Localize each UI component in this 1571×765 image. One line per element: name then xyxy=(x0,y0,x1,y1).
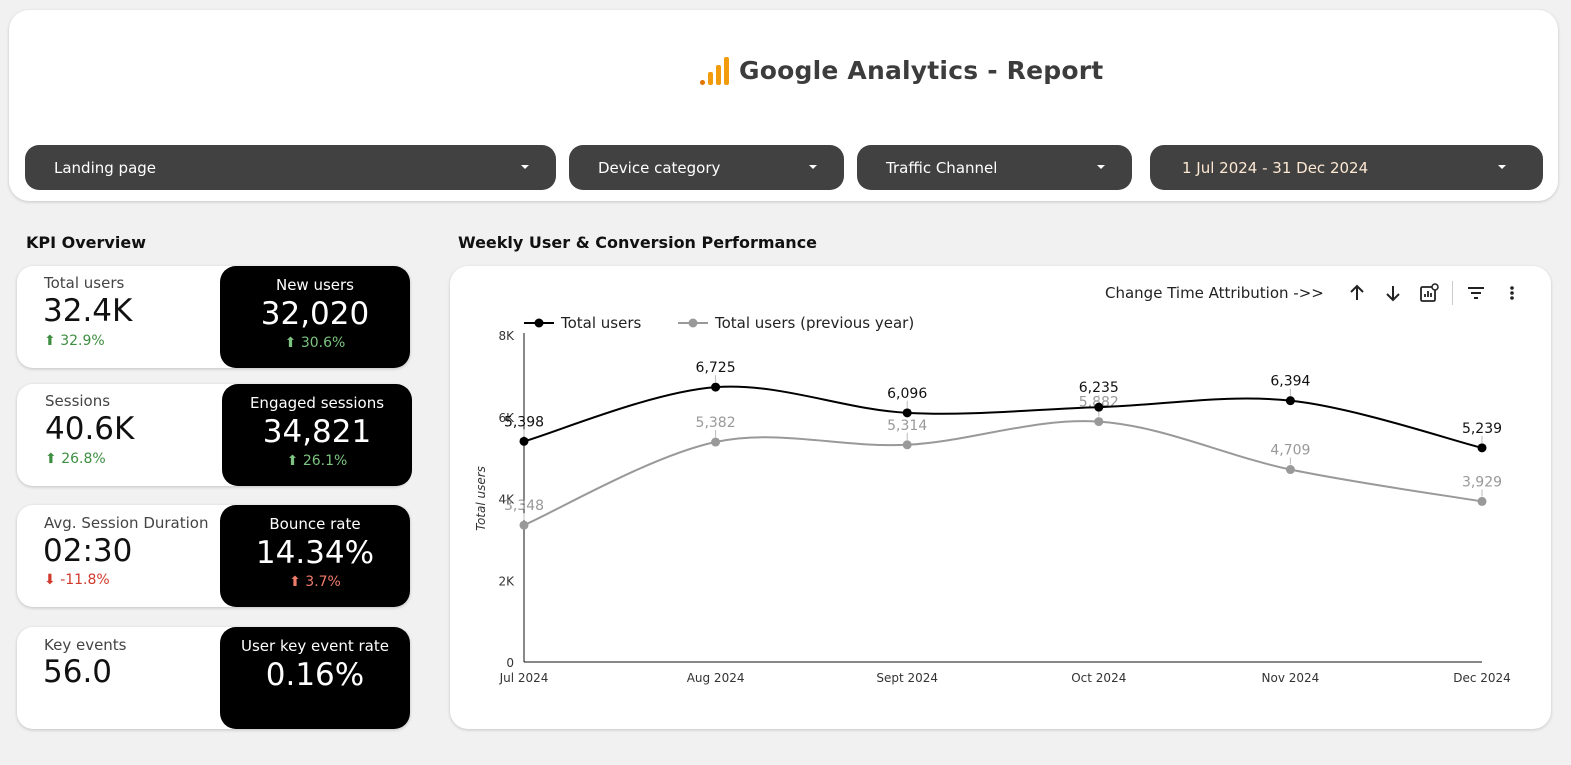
kpi-overview-title: KPI Overview xyxy=(26,233,146,252)
page-title: Google Analytics - Report xyxy=(739,56,1104,85)
trend-down-icon: ⬇ xyxy=(44,572,56,588)
device-category-filter[interactable]: Device category xyxy=(569,145,844,190)
dropdown-caret-icon xyxy=(1097,165,1105,169)
more-vert-icon[interactable] xyxy=(1499,283,1525,303)
change-time-attribution-label[interactable]: Change Time Attribution ->> xyxy=(1105,284,1324,302)
kpi-delta: ⬆ 32.9% xyxy=(44,333,105,349)
kpi-value: 02:30 xyxy=(43,533,133,569)
kpi-value: 56.0 xyxy=(43,654,113,690)
chart-toolbar: Change Time Attribution ->> xyxy=(1105,281,1525,305)
trend-up-icon: ⬆ xyxy=(45,451,57,467)
trend-up-icon: ⬆ xyxy=(289,574,301,590)
kpi-value: 32,020 xyxy=(260,296,370,332)
kpi-card-user-key-event-rate: User key event rate 0.16% xyxy=(220,627,410,729)
chart-section-title: Weekly User & Conversion Performance xyxy=(458,233,818,252)
kpi-value: 0.16% xyxy=(265,657,365,693)
arrow-up-icon[interactable] xyxy=(1344,283,1370,303)
date-range-filter[interactable]: 1 Jul 2024 - 31 Dec 2024 xyxy=(1150,145,1543,190)
kpi-value: 34,821 xyxy=(262,414,372,450)
filter-label: Traffic Channel xyxy=(886,158,998,177)
kpi-label: User key event rate xyxy=(241,637,389,655)
toolbar-divider xyxy=(1451,281,1453,305)
arrow-down-icon[interactable] xyxy=(1380,283,1406,303)
report-title-group: Google Analytics - Report xyxy=(700,56,1103,85)
chart-settings-icon[interactable] xyxy=(1416,283,1442,303)
google-analytics-logo-icon xyxy=(700,56,729,85)
chart-card xyxy=(450,266,1551,729)
kpi-label: Sessions xyxy=(45,392,111,410)
kpi-label: Engaged sessions xyxy=(249,394,385,412)
kpi-label: Total users xyxy=(44,274,125,292)
filter-label: Device category xyxy=(598,158,721,177)
dropdown-caret-icon xyxy=(521,165,529,169)
landing-page-filter[interactable]: Landing page xyxy=(25,145,556,190)
trend-up-icon: ⬆ xyxy=(284,335,297,351)
trend-up-icon: ⬆ xyxy=(44,333,56,349)
kpi-label: Bounce rate xyxy=(269,515,361,533)
kpi-delta: ⬆ 30.6% xyxy=(284,335,346,351)
kpi-label: Key events xyxy=(44,636,127,654)
dropdown-caret-icon xyxy=(809,165,817,169)
kpi-card-engaged-sessions: Engaged sessions 34,821 ⬆ 26.1% xyxy=(222,384,412,486)
trend-up-icon: ⬆ xyxy=(286,453,299,469)
kpi-card-new-users: New users 32,020 ⬆ 30.6% xyxy=(220,266,410,368)
traffic-channel-filter[interactable]: Traffic Channel xyxy=(857,145,1132,190)
filter-label: Landing page xyxy=(54,158,157,177)
kpi-delta: ⬇ -11.8% xyxy=(44,572,110,588)
kpi-delta: ⬆ 26.1% xyxy=(286,453,348,469)
kpi-value: 40.6K xyxy=(45,411,135,447)
kpi-value: 32.4K xyxy=(43,293,133,329)
kpi-label: New users xyxy=(275,276,355,294)
kpi-delta: ⬆ 3.7% xyxy=(289,574,341,590)
kpi-card-bounce-rate: Bounce rate 14.34% ⬆ 3.7% xyxy=(220,505,410,607)
kpi-value: 14.34% xyxy=(255,535,375,571)
kpi-delta: ⬆ 26.8% xyxy=(45,451,106,467)
dropdown-caret-icon xyxy=(1498,165,1506,169)
kpi-label: Avg. Session Duration xyxy=(44,514,209,532)
filter-label: 1 Jul 2024 - 31 Dec 2024 xyxy=(1182,158,1369,177)
filter-icon[interactable] xyxy=(1463,283,1489,303)
